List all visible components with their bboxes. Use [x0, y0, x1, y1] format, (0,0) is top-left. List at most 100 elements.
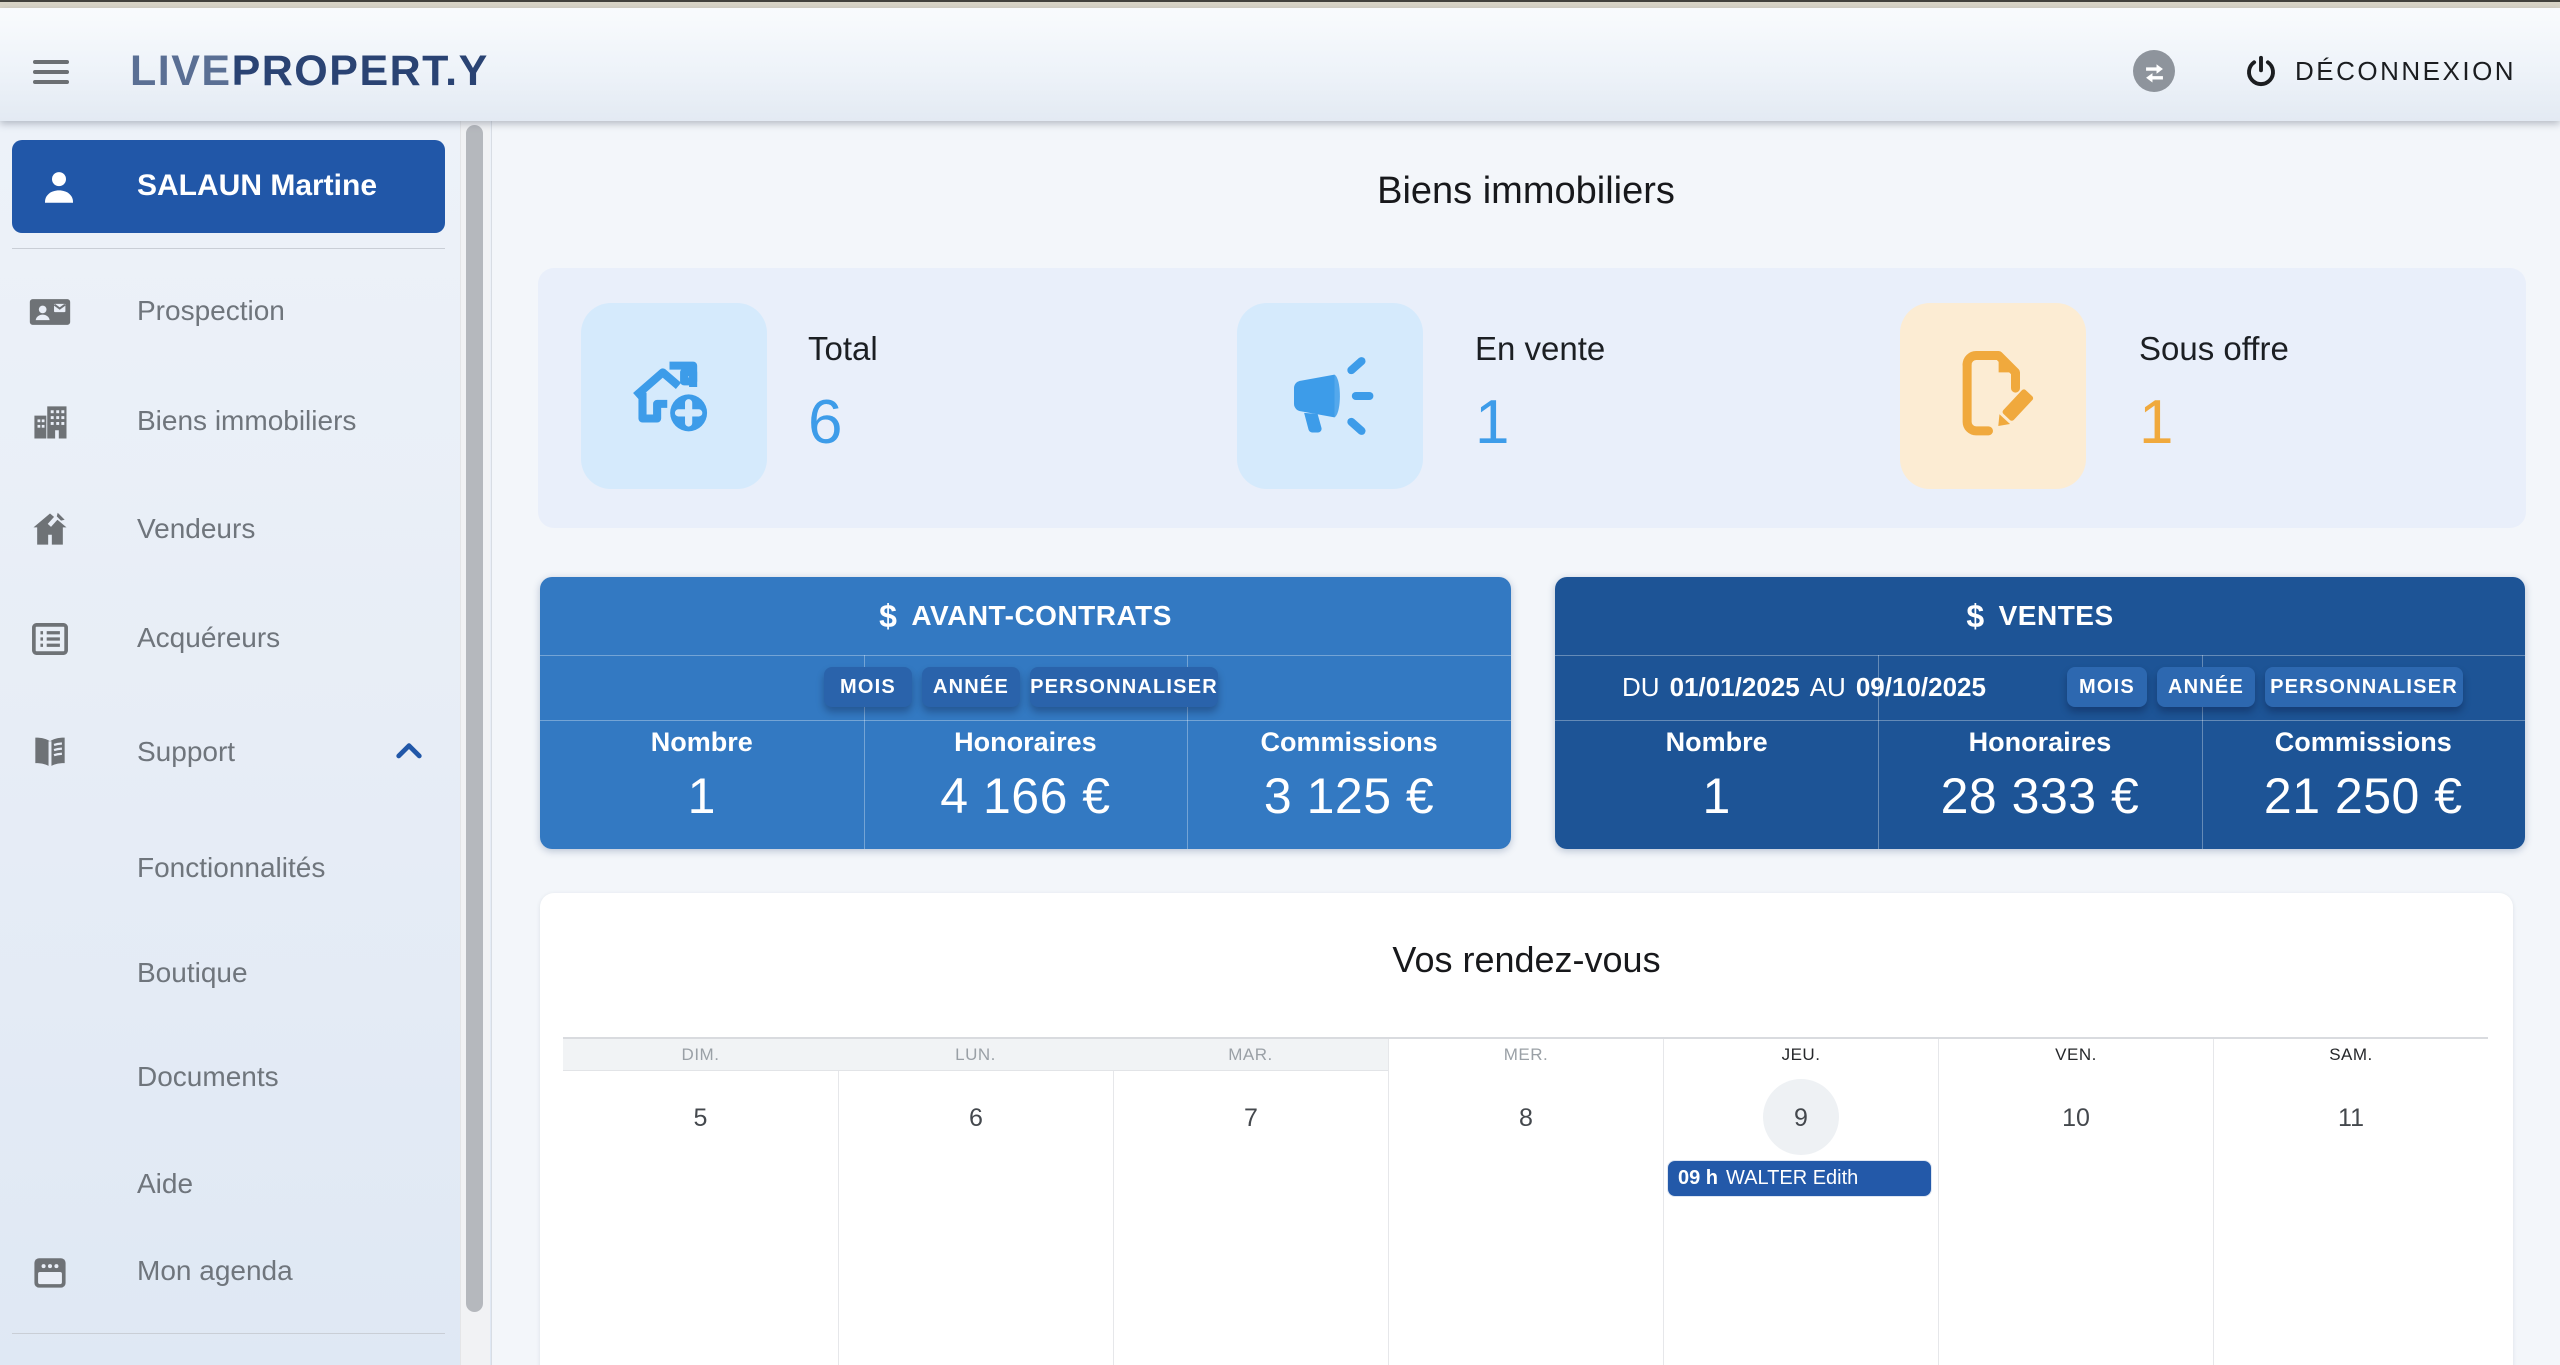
calendar-week-grid: DIM. 5 LUN. 6 MAR. 7 MER. 8 [563, 1037, 2488, 1365]
personnaliser-button[interactable]: PERSONNALISER [1030, 667, 1218, 707]
column-value: 1 [1555, 767, 1878, 825]
day-name: MAR. [1113, 1039, 1388, 1071]
panel-divider [1555, 720, 2525, 721]
sidebar-subitem-aide[interactable]: Aide [0, 1155, 458, 1215]
megaphone-icon [1276, 342, 1384, 450]
power-icon [2243, 53, 2279, 89]
day-name: DIM. [563, 1039, 838, 1071]
date-range-label: DU 01/01/2025 AU 09/10/2025 [1622, 667, 1986, 707]
stats-summary-card: Total 6 En vente 1 [538, 268, 2526, 528]
column-label: Commissions [1187, 725, 1511, 759]
calendar-day-column[interactable]: MER. 8 [1388, 1039, 1663, 1365]
day-number: 10 [1939, 1104, 2213, 1133]
panel-stat-column: Commissions 3 125 € [1187, 725, 1511, 825]
sidebar-subitem-boutique[interactable]: Boutique [0, 944, 458, 1004]
day-cell[interactable]: 11 [2214, 1071, 2488, 1365]
switch-account-button[interactable] [2133, 50, 2175, 92]
sidebar-item-user-active[interactable]: SALAUN Martine [12, 140, 445, 233]
sidebar-item-support[interactable]: Support [0, 723, 458, 783]
stat-value: 6 [808, 390, 842, 456]
personnaliser-button[interactable]: PERSONNALISER [2265, 667, 2463, 707]
day-cell[interactable]: 7 [1113, 1071, 1388, 1365]
logo-property: PROPERT.Y [232, 47, 489, 95]
page-title: Biens immobiliers [492, 170, 2560, 213]
swap-arrows-icon [2141, 58, 2168, 85]
day-number: 7 [1114, 1104, 1388, 1133]
sidebar-item-mon-agenda[interactable]: Mon agenda [0, 1242, 458, 1302]
day-name: MER. [1389, 1039, 1663, 1071]
sidebar-item-prospection[interactable]: Prospection [0, 282, 458, 342]
sidebar-item-label: Support [137, 736, 235, 768]
calendar-day-column[interactable]: MAR. 7 [1113, 1039, 1388, 1365]
hamburger-bar [33, 70, 69, 74]
sidebar-item-label: Prospection [137, 295, 285, 327]
day-cell[interactable]: 9 09 h WALTER Edith [1664, 1071, 1938, 1365]
dollar-icon: $ [879, 598, 897, 635]
mois-button[interactable]: MOIS [2067, 667, 2147, 707]
column-value: 1 [540, 767, 864, 825]
total-stat-tile [581, 303, 767, 489]
list-icon [28, 617, 72, 661]
mois-button[interactable]: MOIS [824, 667, 912, 707]
stat-label: En vente [1475, 330, 1605, 368]
book-icon [28, 731, 72, 775]
event-time: 09 h [1678, 1167, 1718, 1190]
day-number: 9 [1664, 1104, 1938, 1133]
appointment-event-chip[interactable]: 09 h WALTER Edith [1667, 1160, 1932, 1197]
sidebar-item-vendeurs[interactable]: Vendeurs [0, 500, 458, 560]
house-plus-icon [620, 342, 728, 450]
column-value: 3 125 € [1187, 767, 1511, 825]
panel-divider [540, 655, 1511, 656]
sidebar-scrollbar-thumb[interactable] [466, 125, 483, 1312]
column-label: Commissions [2202, 725, 2525, 759]
day-name: JEU. [1664, 1039, 1938, 1071]
annee-button[interactable]: ANNÉE [922, 667, 1020, 707]
period-end-date: 09/10/2025 [1856, 672, 1986, 703]
sidebar-divider [12, 1333, 445, 1334]
app-window: LIVEPROPERT.Y DÉCONNEXION SALAUN Martine [0, 0, 2560, 1365]
calendar-day-column[interactable]: DIM. 5 [563, 1039, 838, 1365]
calendar-day-column[interactable]: SAM. 11 [2213, 1039, 2488, 1365]
column-value: 21 250 € [2202, 767, 2525, 825]
stat-value: 1 [2139, 390, 2173, 456]
logout-button[interactable]: DÉCONNEXION [2243, 48, 2516, 94]
app-logo: LIVEPROPERT.Y [130, 48, 489, 94]
panel-stat-column: Commissions 21 250 € [2202, 725, 2525, 825]
annee-button[interactable]: ANNÉE [2157, 667, 2255, 707]
sidebar-subitem-fonctionnalites[interactable]: Fonctionnalités [0, 839, 458, 899]
day-name: LUN. [838, 1039, 1113, 1071]
calendar-day-column[interactable]: LUN. 6 [838, 1039, 1113, 1365]
day-cell[interactable]: 10 [1939, 1071, 2213, 1365]
period-start-date: 01/01/2025 [1670, 672, 1800, 703]
top-bar: LIVEPROPERT.Y DÉCONNEXION [0, 8, 2560, 121]
column-value: 4 166 € [864, 767, 1188, 825]
hamburger-bar [33, 80, 69, 84]
sidebar-subitem-label: Fonctionnalités [137, 852, 325, 884]
day-cell[interactable]: 5 [563, 1071, 838, 1365]
stat-label: Total [808, 330, 878, 368]
sous-offre-stat-tile [1900, 303, 2086, 489]
contact-card-icon [28, 290, 72, 334]
sidebar-subitem-documents[interactable]: Documents [0, 1048, 458, 1108]
hamburger-menu-icon[interactable] [33, 60, 69, 84]
sidebar-item-acquereurs[interactable]: Acquéreurs [0, 609, 458, 669]
ventes-header: $ VENTES [1555, 577, 2525, 655]
calendar-day-column[interactable]: VEN. 10 [1938, 1039, 2213, 1365]
period-du: DU [1622, 672, 1660, 703]
sidebar-item-label: Biens immobiliers [137, 405, 356, 437]
sidebar-subitem-label: Boutique [137, 957, 248, 989]
calendar-day-column-today[interactable]: JEU. 9 09 h WALTER Edith [1663, 1039, 1938, 1365]
sidebar-scrollbar[interactable] [460, 121, 490, 1365]
column-label: Nombre [1555, 725, 1878, 759]
day-cell[interactable]: 6 [838, 1071, 1113, 1365]
panel-title-text: VENTES [1999, 600, 2114, 632]
sidebar: SALAUN Martine Prospection [0, 121, 492, 1365]
stat-label: Sous offre [2139, 330, 2289, 368]
sidebar-item-biens-immobiliers[interactable]: Biens immobiliers [0, 392, 458, 452]
panel-divider [540, 720, 1511, 721]
ventes-panel: $ VENTES DU 01/01/2025 AU 09/10/2025 MOI… [1555, 577, 2525, 849]
panel-stat-column: Honoraires 4 166 € [864, 725, 1188, 825]
day-name: VEN. [1939, 1039, 2213, 1071]
day-cell[interactable]: 8 [1389, 1071, 1663, 1365]
day-number: 6 [839, 1104, 1113, 1133]
